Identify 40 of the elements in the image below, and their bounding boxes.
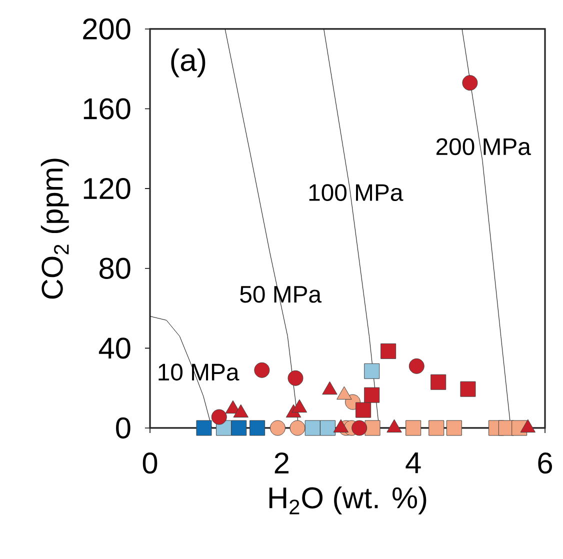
x-tick-label: 6: [538, 452, 552, 474]
point: [364, 420, 380, 436]
y-tick-label: 160: [84, 98, 130, 120]
point: [446, 420, 462, 436]
point: [460, 381, 476, 397]
point: [254, 362, 270, 378]
y-tick-label: 0: [116, 417, 130, 439]
point: [211, 409, 227, 425]
annotation: 50 MPa: [240, 286, 322, 303]
point: [352, 420, 368, 436]
y-tick-label: 40: [98, 338, 130, 359]
y-axis-title: CO$_{2}$ (ppm): [40, 158, 69, 299]
x-tick-label: 0: [142, 452, 158, 474]
x-tick-label: 2: [274, 452, 288, 474]
annotation: 10 MPa: [158, 364, 240, 381]
point: [430, 374, 446, 390]
point: [250, 420, 266, 436]
point: [364, 387, 380, 403]
point: [290, 420, 306, 436]
y-tick-label: 200: [83, 18, 130, 40]
annotation: 200 MPa: [436, 138, 531, 156]
point: [304, 420, 320, 436]
annotation: 100 MPa: [309, 184, 404, 202]
y-tick-label: 120: [84, 178, 130, 200]
point: [364, 363, 380, 379]
point: [231, 420, 247, 436]
y-tick-label: 80: [100, 258, 130, 279]
point: [406, 420, 422, 436]
annotation: (a): [171, 48, 206, 78]
point: [356, 402, 372, 418]
point: [462, 75, 478, 91]
point: [288, 370, 304, 386]
point: [380, 343, 396, 359]
point: [408, 358, 424, 374]
point: [270, 420, 286, 436]
point: [320, 420, 336, 436]
point: [196, 420, 212, 436]
x-axis-title: H$_{2}$O (wt. %): [269, 486, 426, 514]
point: [428, 420, 444, 436]
x-tick-label: 4: [406, 452, 421, 474]
